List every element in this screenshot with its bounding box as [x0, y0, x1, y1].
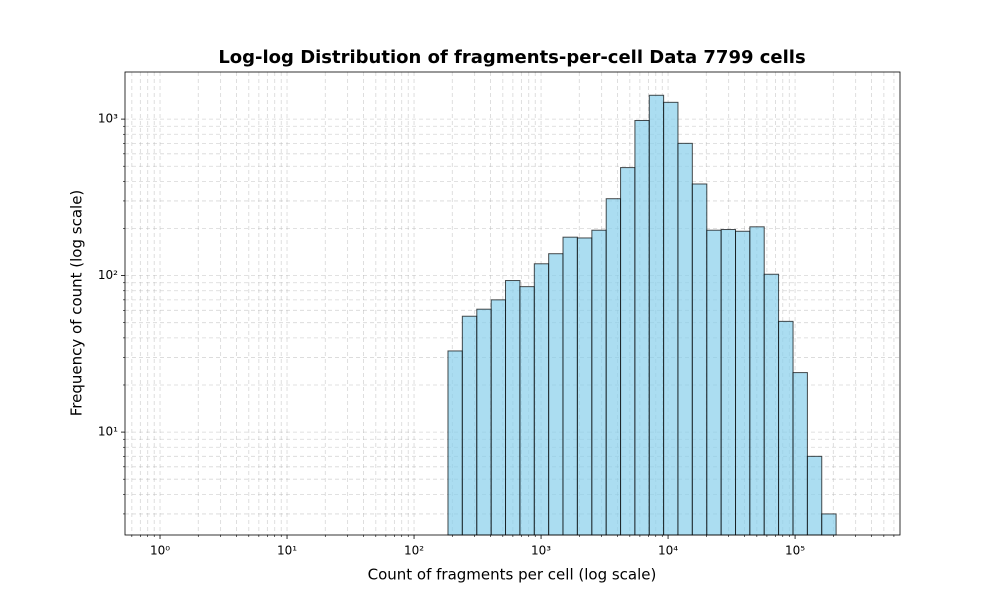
- bar: [663, 101, 679, 536]
- chart-title: Log-log Distribution of fragments-per-ce…: [218, 47, 805, 68]
- bar: [792, 372, 808, 536]
- bar: [591, 229, 607, 536]
- x-tick-label: 10⁴: [658, 544, 678, 558]
- bar: [720, 229, 737, 536]
- bar: [735, 230, 751, 536]
- y-tick-label: 10³: [98, 112, 118, 126]
- bar: [620, 167, 636, 536]
- x-axis-label: Count of fragments per cell (log scale): [368, 566, 657, 584]
- bar: [749, 226, 765, 536]
- bar: [778, 320, 794, 536]
- bar: [461, 315, 478, 536]
- bar: [706, 229, 722, 536]
- x-tick-label: 10⁵: [785, 544, 805, 558]
- y-tick-label: 10²: [98, 268, 118, 282]
- bar: [576, 237, 593, 536]
- y-axis-label: Frequency of count (log scale): [68, 190, 86, 417]
- x-tick-label: 10³: [531, 544, 551, 558]
- bar: [605, 198, 622, 536]
- bar: [548, 253, 564, 536]
- bar: [533, 263, 550, 536]
- bar: [691, 183, 708, 536]
- bar: [821, 513, 837, 536]
- bar: [806, 455, 823, 536]
- x-tick-label: 10¹: [277, 544, 297, 558]
- bar: [634, 119, 650, 536]
- bar: [505, 280, 521, 536]
- plot-frame: [124, 71, 901, 536]
- y-tick-label: 10¹: [98, 425, 118, 439]
- bar: [476, 308, 492, 536]
- bar: [490, 299, 507, 536]
- bar: [562, 236, 578, 536]
- bar: [648, 94, 665, 536]
- bar: [447, 350, 463, 536]
- bar: [677, 142, 693, 536]
- x-tick-label: 10⁰: [150, 544, 170, 558]
- bar: [763, 273, 780, 536]
- bar: [519, 286, 535, 536]
- x-tick-label: 10²: [404, 544, 424, 558]
